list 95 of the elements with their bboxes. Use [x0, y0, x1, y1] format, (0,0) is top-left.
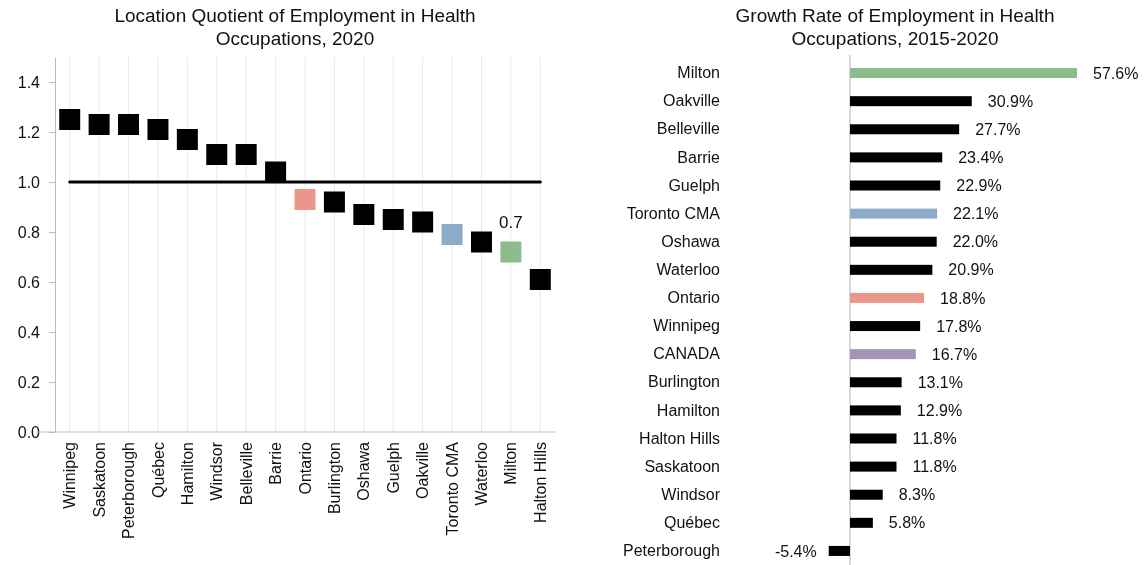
data-label: 18.8% [940, 289, 986, 307]
x-tick-label: Barrie [267, 441, 285, 485]
x-tick-label: Toronto CMA [443, 441, 461, 536]
y-tick-label: Hamilton [656, 401, 720, 419]
x-tick-label: Ontario [296, 441, 314, 495]
y-tick-label: 0.0 [17, 423, 41, 441]
y-tick-label: Oakville [663, 92, 721, 110]
y-tick-label: Guelph [668, 176, 720, 194]
y-tick-label: 0.4 [17, 323, 41, 341]
data-label: 5.8% [888, 514, 926, 532]
y-tick-label: 0.2 [17, 373, 41, 391]
point [147, 119, 169, 140]
data-label: 22.1% [953, 205, 999, 223]
point [382, 209, 404, 230]
bar [850, 264, 933, 275]
x-tick-label: Québec [149, 442, 167, 499]
point [294, 189, 316, 210]
y-tick-label: 1.2 [17, 123, 41, 141]
bar [850, 405, 901, 416]
point [529, 269, 551, 290]
chart-title: Location Quotient of Employment in Health Occupations, 2020 [114, 5, 476, 49]
x-tick-label: Saskatoon [90, 442, 108, 518]
y-tick-label: Barrie [677, 148, 721, 166]
x-tick-label: Guelph [384, 442, 402, 494]
x-tick-label: Belleville [237, 441, 255, 506]
bar [850, 377, 902, 388]
data-label: 57.6% [1093, 64, 1139, 82]
y-tick-label: Waterloo [656, 260, 721, 278]
data-label: 23.4% [958, 148, 1004, 166]
data-label: 11.8% [912, 430, 957, 448]
data-label: 17.8% [936, 317, 982, 335]
bar [850, 349, 916, 360]
point [412, 211, 434, 233]
bar [850, 236, 937, 247]
chart-title: Growth Rate of Employment in Health Occupations, 2015-2020 [735, 5, 1055, 49]
y-tick-label: Oshawa [661, 232, 721, 250]
bar [850, 292, 925, 303]
x-tick-label: Oshawa [355, 441, 373, 501]
point [176, 129, 198, 150]
y-tick-label: CANADA [653, 345, 721, 363]
x-tick-label: Halton Hills [531, 442, 549, 523]
point [118, 114, 140, 135]
x-tick-label: Oakville [414, 441, 432, 499]
bar [850, 96, 972, 107]
point [235, 144, 257, 165]
bar [850, 152, 943, 163]
y-tick-label: Ontario [667, 289, 721, 307]
x-tick-label: Hamilton [178, 442, 196, 506]
x-tick-label: Milton [502, 442, 520, 485]
y-tick-label: Peterborough [623, 542, 720, 560]
point [470, 231, 492, 253]
bar [850, 489, 883, 500]
data-label: 16.7% [931, 345, 978, 363]
point [265, 161, 287, 183]
point [441, 224, 463, 245]
data-label: 22.0% [952, 233, 999, 251]
bar [850, 433, 897, 444]
x-tick-label: Peterborough [120, 442, 138, 539]
y-tick-label: 1.0 [17, 173, 41, 191]
data-label: 13.1% [917, 373, 963, 391]
x-tick-label: Waterloo [473, 441, 491, 506]
bar [850, 517, 873, 528]
bar [850, 68, 1077, 79]
y-tick-label: Belleville [656, 120, 721, 138]
x-tick-label: Burlington [326, 442, 344, 515]
y-tick-label: Halton Hills [639, 429, 720, 447]
point [353, 204, 375, 225]
point [59, 109, 81, 130]
point [206, 144, 228, 165]
bar [850, 124, 960, 135]
bar [850, 461, 897, 472]
y-tick-label: 1.4 [17, 73, 41, 91]
point [323, 191, 345, 213]
y-tick-label: 0.8 [17, 223, 41, 241]
data-label: 0.7 [499, 212, 523, 232]
y-tick-label: Burlington [647, 373, 720, 391]
data-label: 22.9% [956, 177, 1002, 195]
bar [850, 180, 941, 191]
point [88, 114, 110, 135]
data-label: 20.9% [948, 261, 994, 279]
y-tick-label: Toronto CMA [626, 204, 721, 222]
data-label: 11.8% [912, 458, 957, 476]
x-tick-label: Windsor [208, 441, 226, 501]
data-label: -5.4% [774, 542, 817, 560]
bar [828, 545, 850, 556]
bar [850, 208, 938, 219]
bar [850, 321, 921, 332]
y-tick-label: Winnipeg [653, 317, 720, 335]
data-label: 12.9% [916, 401, 963, 419]
data-label: 8.3% [898, 486, 936, 504]
point [500, 241, 522, 263]
y-tick-label: Milton [677, 64, 720, 82]
y-tick-label: 0.6 [17, 273, 41, 291]
data-label: 27.7% [975, 120, 1021, 138]
data-label: 30.9% [987, 92, 1034, 110]
